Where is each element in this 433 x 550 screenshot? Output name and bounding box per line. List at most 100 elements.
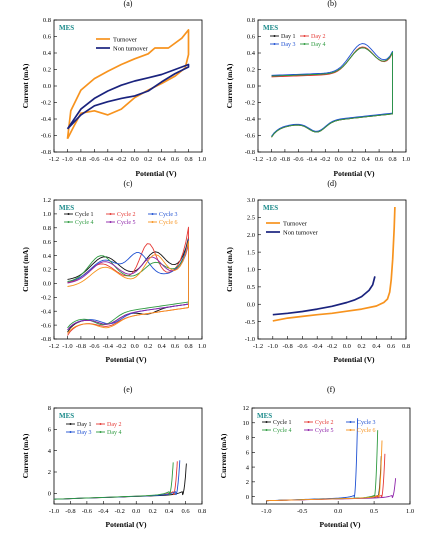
y-tick-label: -0.8 [41, 336, 51, 343]
x-tick-label: 1.0 [198, 156, 206, 163]
y-tick-label: 0.0 [247, 83, 255, 90]
series-line [266, 440, 383, 502]
chart-panel: (b)-1.2 -1.0 -0.8 -0.6 -0.4 -0.2 0.0 0.2 0.4 0.6 0… [225, 0, 410, 178]
x-tick-label: 0.2 [144, 156, 152, 163]
legend-marker [67, 221, 70, 223]
y-axis-label: Current (mA) [21, 433, 30, 478]
x-tick-label: 0.0 [131, 156, 139, 163]
y-tick-label: 0.6 [43, 34, 52, 41]
x-tick-label: 0.5 [370, 508, 378, 515]
x-tick-label: -1.2 [49, 343, 59, 350]
plot-area [67, 226, 189, 336]
series-line [266, 453, 386, 502]
x-tick-label: -1.0 [268, 343, 278, 350]
series-line [54, 460, 181, 500]
mes-tag: MES [59, 412, 74, 420]
y-tick-label: -0.2 [245, 100, 255, 107]
y-tick-label: -0.6 [41, 322, 52, 329]
x-tick-label: 0.6 [171, 156, 180, 163]
legend-marker [349, 421, 352, 423]
legend-marker [303, 43, 306, 45]
x-tick-label: 0.4 [158, 156, 167, 163]
y-tick-label: 1.5 [247, 249, 255, 256]
legend-label: Turnover [283, 220, 308, 227]
legend-label: Cycle 1 [273, 420, 292, 426]
x-tick-label: -1.0 [266, 156, 276, 163]
legend-label: Cycle 4 [273, 428, 292, 434]
x-tick-label: -0.8 [280, 156, 290, 163]
y-tick-label: 0.6 [43, 239, 52, 246]
y-tick-label: 2 [48, 469, 51, 476]
x-tick-label: 0.8 [184, 156, 192, 163]
y-tick-label: 0.8 [247, 17, 255, 24]
series-line [66, 29, 190, 140]
y-tick-label: -0.6 [245, 133, 256, 140]
x-axis-label: Potential (V) [105, 520, 147, 529]
x-tick-label: -0.4 [103, 343, 114, 350]
legend-label: Cycle 4 [75, 220, 94, 226]
legend-marker [69, 423, 72, 425]
x-axis-label: Potential (V) [333, 355, 375, 364]
legend-marker [109, 213, 112, 215]
legend-label: Day 4 [107, 430, 122, 436]
legend-label: Day 3 [281, 42, 296, 48]
y-tick-label: -0.2 [41, 100, 51, 107]
x-tick-label: -1.2 [49, 156, 59, 163]
legend-marker [69, 431, 72, 433]
legend-label: Non turnover [283, 229, 319, 236]
mes-tag: MES [263, 24, 278, 32]
y-tick-label: 1.2 [43, 197, 51, 204]
y-axis-label: Current (mA) [21, 247, 30, 292]
chart-panel: (c)-1.2 -1.0 -0.8 -0.6 -0.4 -0.2 0.0 0.2 0.4 0.6 0… [21, 179, 206, 364]
x-tick-label: -0.4 [312, 343, 323, 350]
y-axis-label: Current (mA) [21, 63, 30, 108]
legend-label: Turnover [113, 36, 138, 43]
y-tick-label: 0.0 [43, 281, 51, 288]
legend-label: Cycle 3 [357, 420, 376, 426]
legend-label: Cycle 5 [117, 220, 136, 226]
y-tick-label: 2 [246, 479, 249, 486]
x-tick-label: -0.6 [89, 156, 100, 163]
chart-panel: (e) -1.0 -0.8 -0.6 -0.4 -0.2 0.0 0.2 0.4 0.6 0.8 0 2… [21, 385, 206, 529]
x-tick-label: 0.8 [388, 156, 396, 163]
x-tick-label: -0.2 [320, 156, 330, 163]
legend-marker [265, 421, 268, 423]
plot-area [66, 29, 190, 140]
y-tick-label: -0.8 [245, 149, 255, 156]
legend-label: Cycle 2 [315, 420, 334, 426]
legend-marker [307, 429, 310, 431]
x-tick-label: -1.0 [261, 508, 271, 515]
x-tick-label: -1.2 [253, 156, 263, 163]
legend-label: Day 1 [281, 34, 296, 40]
x-tick-label: 0.0 [132, 508, 140, 515]
legend-marker [303, 35, 306, 37]
legend-label: Cycle 3 [159, 212, 178, 218]
x-tick-label: -0.8 [76, 343, 86, 350]
y-tick-label: -0.8 [41, 149, 51, 156]
x-tick-label: 0.2 [348, 156, 356, 163]
y-tick-label: 6 [48, 427, 52, 434]
x-tick-label: 0.0 [131, 343, 139, 350]
x-tick-label: 0.8 [198, 508, 206, 515]
panel-label: (b) [327, 0, 337, 8]
legend-marker [109, 221, 112, 223]
series-line [271, 46, 393, 138]
y-tick-label: -0.4 [41, 116, 52, 123]
y-tick-label: 0.4 [43, 253, 52, 260]
x-tick-label: 0.6 [181, 508, 190, 515]
series-line [266, 455, 382, 502]
y-tick-label: 0.4 [43, 50, 52, 57]
series-line [54, 461, 178, 500]
legend-marker [307, 421, 310, 423]
panel-label: (e) [124, 385, 133, 394]
x-axis-label: Potential (V) [319, 520, 361, 529]
y-tick-label: 0.4 [247, 50, 256, 57]
mes-tag: MES [59, 204, 74, 212]
y-tick-label: 0.2 [43, 267, 51, 274]
series-line [66, 63, 190, 130]
legend-label: Cycle 1 [75, 212, 94, 218]
mes-tag: MES [257, 412, 272, 420]
y-tick-label: 6 [246, 450, 250, 457]
y-tick-label: 2.0 [247, 232, 255, 239]
y-tick-label: 4 [48, 448, 52, 455]
